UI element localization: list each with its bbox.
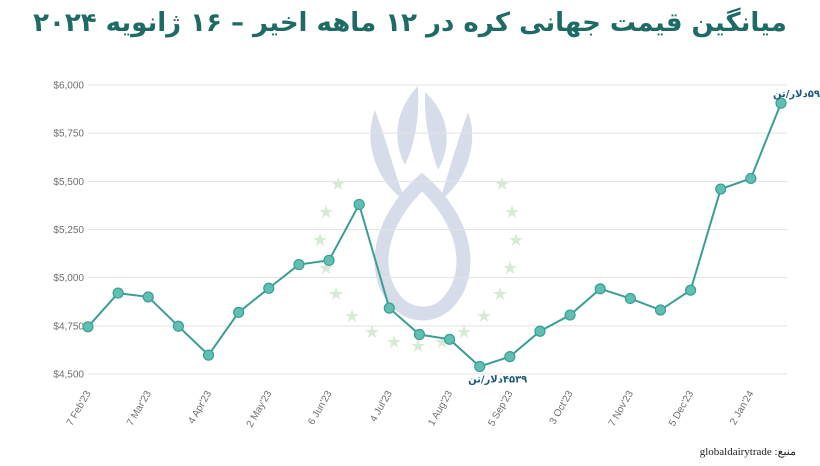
data-annotation: ۴۵۳۹دلار/تن <box>468 374 527 385</box>
x-tick-label: 4 Jul'23 <box>368 389 395 424</box>
data-point <box>654 304 667 316</box>
x-tick-label: 5 Dec'23 <box>667 389 696 429</box>
x-tick-label: 3 Oct'23 <box>548 389 576 427</box>
data-point <box>504 351 516 363</box>
svg-text:★: ★ <box>504 202 520 223</box>
data-point <box>383 302 395 314</box>
svg-text:★: ★ <box>386 332 402 353</box>
data-point <box>594 283 606 295</box>
x-tick-label: 1 Aug'23 <box>426 389 455 428</box>
data-point <box>353 198 365 211</box>
x-tick-label: 7 Mar'23 <box>125 389 154 428</box>
y-tick-label: $4,500 <box>53 370 84 381</box>
data-point <box>293 258 305 271</box>
data-point <box>233 306 245 318</box>
y-tick-label: $5,500 <box>53 177 84 188</box>
y-tick-label: $4,750 <box>53 321 84 332</box>
y-tick-label: $6,000 <box>53 81 84 92</box>
svg-text:★: ★ <box>508 230 524 251</box>
y-tick-label: $5,750 <box>53 129 84 140</box>
series-line <box>87 102 782 368</box>
svg-text:★: ★ <box>330 174 346 195</box>
watermark-logo: ★ ★ ★ ★ ★ ★ ★ ★ ★ ★ ★ ★ ★ ★ ★ ★ ★ <box>312 86 524 357</box>
chart-title: میانگین قیمت جهانی کره در ۱۲ ماهه اخیر –… <box>33 8 787 38</box>
x-tick-label: 7 Feb'23 <box>65 389 94 428</box>
data-point <box>715 183 727 195</box>
svg-text:★: ★ <box>318 202 334 223</box>
data-point <box>745 172 757 185</box>
x-tick-label: 2 Jan'24 <box>728 389 756 427</box>
data-point <box>474 360 486 373</box>
y-tick-label: $5,000 <box>53 273 84 284</box>
data-point <box>82 321 94 333</box>
svg-text:★: ★ <box>312 230 328 251</box>
data-point <box>624 292 636 305</box>
data-point <box>263 282 275 294</box>
y-tick-label: $5,250 <box>53 225 84 236</box>
data-annotation: ۵۹۰۶دلار/تن <box>773 89 820 100</box>
x-tick-label: 4 Apr'23 <box>186 389 214 426</box>
data-point <box>534 325 546 337</box>
svg-text:★: ★ <box>328 284 344 305</box>
data-point <box>443 333 456 345</box>
data-point <box>323 254 335 266</box>
x-tick-label: 7 Nov'23 <box>607 389 636 429</box>
svg-text:★: ★ <box>456 322 472 343</box>
svg-text:★: ★ <box>410 336 426 357</box>
data-point <box>112 287 124 299</box>
svg-text:★: ★ <box>476 306 492 327</box>
x-tick-label: 5 Sep'23 <box>486 389 515 429</box>
data-point <box>413 328 426 341</box>
svg-text:★: ★ <box>494 174 510 195</box>
data-point <box>142 291 154 303</box>
data-point <box>564 309 576 321</box>
x-tick-label: 6 Jun'23 <box>306 389 334 427</box>
svg-text:★: ★ <box>502 258 518 279</box>
source-note: منبع: globaldairytrade <box>699 446 796 458</box>
svg-text:★: ★ <box>364 322 380 343</box>
data-point <box>202 349 215 361</box>
data-point <box>775 97 787 109</box>
data-point <box>685 284 697 296</box>
svg-text:★: ★ <box>344 306 360 327</box>
data-point <box>172 320 184 332</box>
x-tick-label: 2 May'23 <box>245 389 275 430</box>
svg-text:★: ★ <box>492 284 508 305</box>
